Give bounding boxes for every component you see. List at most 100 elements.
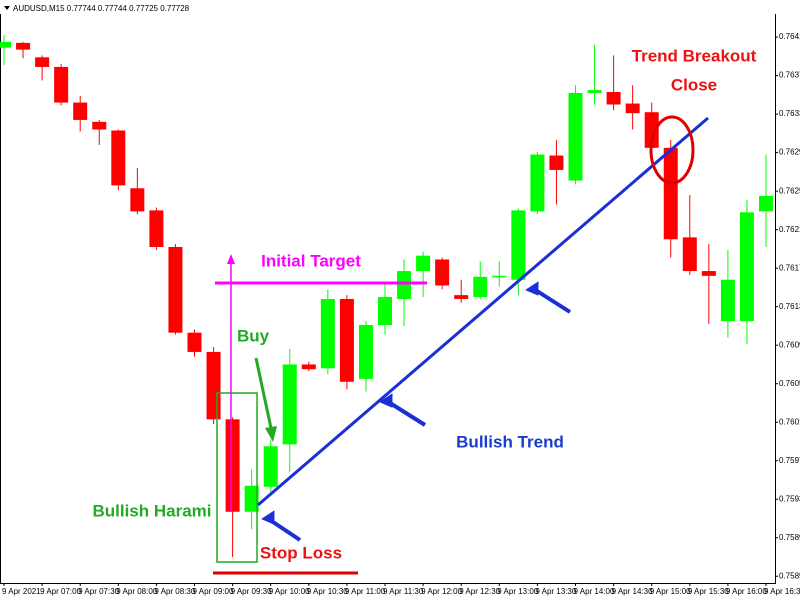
x-tick-label: 9 Apr 11:00 (345, 587, 386, 596)
candle-body (282, 364, 297, 445)
candle-body (54, 66, 69, 103)
x-tick-label: 9 Apr 07:00 (40, 587, 81, 596)
x-tick-label: 9 Apr 14:30 (612, 587, 653, 596)
touch-arrow-head (525, 281, 539, 296)
x-tick-label: 9 Apr 10:00 (269, 587, 310, 596)
y-tick-label: 0.75855 (779, 571, 800, 580)
candle-body (130, 188, 145, 212)
x-tick-label: 9 Apr 15:00 (650, 587, 691, 596)
trend-arrow (388, 401, 427, 427)
stop-arrow (268, 518, 302, 542)
candle-body (549, 155, 564, 170)
y-tick-label: 0.76255 (779, 186, 800, 195)
candle-body (168, 246, 183, 333)
x-tick-label: 9 Apr 13:30 (535, 587, 576, 596)
annotation: Stop Loss (260, 543, 342, 562)
candle-body (35, 57, 50, 67)
touch-arrow (535, 289, 572, 314)
candle-body (206, 351, 221, 420)
candle-body (511, 210, 526, 280)
y-tick-label: 0.76015 (779, 417, 800, 426)
candle-body (301, 364, 316, 370)
y-tick-label: 0.76095 (779, 340, 800, 349)
candle-body (111, 130, 126, 186)
candle-body (397, 271, 412, 299)
trend-line (257, 116, 709, 507)
candle-body (720, 279, 735, 322)
y-tick-label: 0.76135 (779, 302, 800, 311)
x-tick-label: 9 Apr 10:30 (307, 587, 348, 596)
breakout-circle (649, 115, 695, 185)
candle-body (0, 41, 11, 48)
x-tick-label: 9 Apr 08:30 (154, 587, 195, 596)
x-tick-label: 9 Apr 08:00 (116, 587, 157, 596)
candle-body (435, 259, 450, 286)
candle-body (682, 237, 697, 272)
candle-body (378, 297, 392, 325)
candle-body (416, 255, 431, 272)
x-tick-label: 9 Apr 2021 (2, 587, 41, 596)
candle-body (530, 154, 545, 212)
candle-body (339, 298, 354, 382)
x-tick-label: 9 Apr 14:00 (574, 587, 615, 596)
candle-body (149, 210, 164, 247)
candle-body (644, 112, 659, 148)
x-tick-label: 9 Apr 09:30 (231, 587, 272, 596)
candle-body (473, 276, 488, 298)
candle-body (759, 195, 773, 212)
y-tick-label: 0.76375 (779, 71, 800, 80)
target-arrow-head (227, 254, 235, 264)
y-tick-label: 0.76215 (779, 225, 800, 234)
x-tick-label: 9 Apr 16:30 (764, 587, 800, 596)
candle-body (739, 212, 754, 322)
x-tick-label: 9 Apr 07:30 (78, 587, 119, 596)
buy-arrow-head (265, 426, 277, 442)
y-tick-label: 0.76415 (779, 32, 800, 41)
candle-body (492, 275, 507, 278)
x-tick-label: 9 Apr 12:30 (459, 587, 500, 596)
candle-body (625, 103, 640, 114)
y-tick-label: 0.76295 (779, 148, 800, 157)
candle-body (606, 91, 621, 105)
x-tick-label: 9 Apr 16:00 (726, 587, 767, 596)
candle-body (454, 295, 469, 299)
y-tick-label: 0.75935 (779, 494, 800, 503)
chart-header: AUDUSD,M15 0.77744 0.77744 0.77725 0.777… (13, 4, 190, 13)
candle-body (244, 485, 259, 512)
x-tick-label: 9 Apr 09:00 (193, 587, 234, 596)
y-tick-label: 0.75975 (779, 456, 800, 465)
candle-body (263, 446, 278, 487)
annotation: Buy (237, 326, 270, 345)
annotation: Bullish Trend (456, 432, 564, 451)
candle-body (320, 298, 335, 369)
header-icon (4, 6, 10, 10)
y-tick-label: 0.75895 (779, 533, 800, 542)
candle-body (568, 92, 583, 181)
trend-arrow-head (379, 393, 393, 408)
candle-body (587, 90, 602, 93)
candle-body (225, 419, 240, 512)
x-tick-label: 9 Apr 12:00 (421, 587, 462, 596)
annotation: Initial Target (261, 251, 361, 270)
candles (0, 35, 773, 558)
candle-body (92, 121, 107, 130)
overlay (213, 115, 709, 575)
candle-body (358, 324, 373, 379)
candle-body (16, 42, 31, 50)
candle-body (73, 102, 88, 120)
y-tick-label: 0.76175 (779, 263, 800, 272)
y-tick-label: 0.76335 (779, 109, 800, 118)
x-tick-label: 9 Apr 13:00 (497, 587, 538, 596)
y-tick-label: 0.76055 (779, 379, 800, 388)
buy-arrow (254, 357, 273, 429)
candle-body (701, 271, 716, 276)
stop-arrow-head (261, 510, 275, 525)
annotation: Trend Breakout (632, 46, 757, 65)
x-tick-label: 9 Apr 11:30 (383, 587, 424, 596)
annotation: Close (671, 75, 717, 94)
candle-body (187, 332, 202, 352)
harami-box (216, 392, 258, 563)
annotation: Bullish Harami (92, 501, 211, 520)
